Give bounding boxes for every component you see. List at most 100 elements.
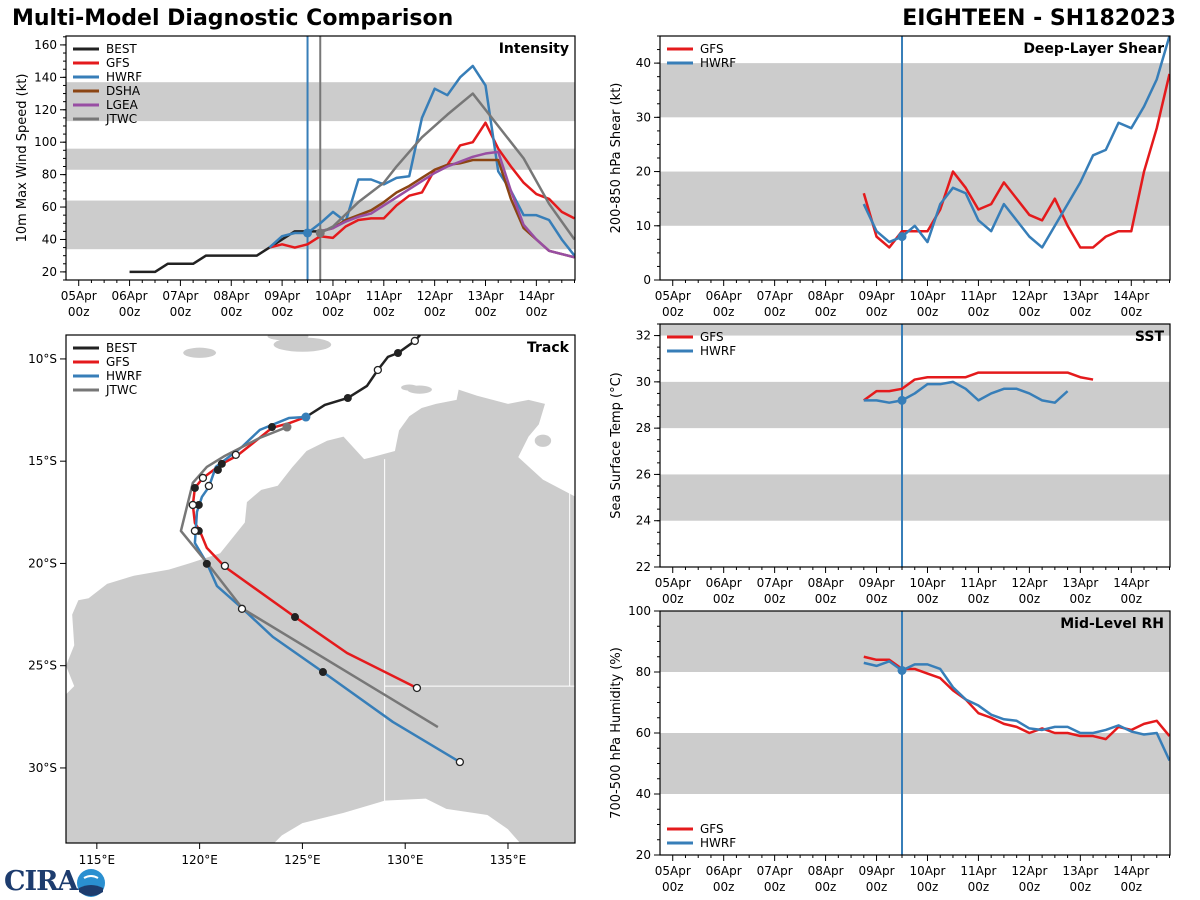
legend-label: HWRF	[106, 369, 142, 383]
y-tick-label: 80	[42, 168, 57, 182]
shaded-band	[660, 381, 1170, 429]
y-axis-label: 200-850 hPa Shear (kt)	[609, 83, 624, 234]
sst-panel: 05Apr 00z 06Apr 00z 07Apr 00z 08Apr 00z 09Apr 00z…	[609, 323, 1171, 606]
init-marker	[282, 422, 292, 432]
track-marker-00z	[202, 559, 211, 568]
x-tick-label-date: 09Apr	[859, 576, 895, 590]
x-tick-label-date: 12Apr	[1011, 289, 1047, 303]
y-tick-label: 40	[42, 232, 57, 246]
series-hwrf	[862, 36, 1170, 249]
x-tick-label-date: 08Apr	[213, 289, 249, 303]
track-marker-00z	[194, 500, 203, 509]
y-tick-label: 20	[42, 265, 57, 279]
legend-label: HWRF	[700, 344, 736, 358]
island	[183, 347, 217, 358]
x-tick-label-date: 11Apr	[960, 864, 996, 878]
plot-area	[660, 324, 1170, 567]
y-tick-label: 100	[34, 135, 57, 149]
legend-label: GFS	[700, 330, 724, 344]
plot-area	[660, 36, 1170, 280]
x-tick-label-hour: 00z	[713, 592, 735, 606]
lon-tick-label: 115°E	[79, 853, 116, 867]
x-tick-label-date: 07Apr	[757, 864, 793, 878]
y-tick-label: 26	[636, 467, 651, 481]
y-tick-label: 160	[34, 38, 57, 52]
panel-title: Intensity	[499, 41, 569, 57]
x-tick-label-hour: 00z	[713, 880, 735, 894]
x-tick-label-hour: 00z	[866, 880, 888, 894]
legend-label: HWRF	[106, 70, 142, 84]
storm-id: EIGHTEEN - SH182023	[902, 6, 1176, 31]
shaded-band	[660, 324, 1170, 336]
x-tick-label-date: 08Apr	[808, 289, 844, 303]
track-marker-12z	[190, 526, 200, 536]
x-tick-label-date: 06Apr	[706, 576, 742, 590]
island	[534, 434, 552, 447]
logo-text: CIRA	[4, 866, 79, 897]
series-hwrf	[863, 660, 1170, 761]
axes-frame	[659, 35, 1171, 281]
series-lgea	[319, 150, 575, 259]
y-axis-label: Sea Surface Temp (°C)	[609, 372, 624, 519]
x-tick-label-date: 11Apr	[960, 576, 996, 590]
x-tick-label-hour: 00z	[968, 305, 990, 319]
track-marker-12z	[220, 561, 230, 571]
x-tick-label-hour: 00z	[1120, 592, 1142, 606]
x-tick-label-hour: 00z	[1120, 880, 1142, 894]
legend-label: HWRF	[700, 836, 736, 850]
x-tick-label-date: 11Apr	[366, 289, 402, 303]
series-best	[129, 230, 321, 274]
x-tick-label-date: 10Apr	[315, 289, 351, 303]
x-tick-label-hour: 00z	[271, 305, 293, 319]
x-tick-label-date: 09Apr	[859, 289, 895, 303]
track-marker-12z	[237, 604, 247, 613]
y-tick-label: 60	[636, 726, 651, 740]
x-tick-label-date: 10Apr	[909, 289, 945, 303]
x-tick-label-hour: 00z	[1070, 880, 1092, 894]
track-marker-12z	[231, 450, 240, 459]
init-marker	[315, 228, 325, 238]
x-tick-label-hour: 00z	[662, 880, 684, 894]
x-tick-label-hour: 00z	[220, 305, 242, 319]
track-jtwc	[179, 425, 439, 729]
x-tick-label-date: 12Apr	[417, 289, 453, 303]
track-marker-00z	[394, 348, 403, 357]
y-tick-label: 20	[636, 848, 651, 862]
y-axis-label: 700-500 hPa Humidity (%)	[609, 647, 624, 819]
legend-label: GFS	[700, 42, 724, 56]
legend-label: GFS	[106, 56, 130, 70]
track-marker-00z	[318, 668, 327, 677]
x-tick-label-date: 09Apr	[859, 864, 895, 878]
track-marker-00z	[217, 459, 226, 468]
legend-label: GFS	[106, 355, 130, 369]
y-tick-label: 40	[636, 787, 651, 801]
legend-label: DSHA	[106, 84, 141, 98]
shaded-band	[660, 63, 1170, 118]
series-gfs	[862, 73, 1170, 249]
x-tick-label-date: 06Apr	[706, 864, 742, 878]
x-tick-label-date: 14Apr	[1113, 864, 1149, 878]
lon-tick-label: 125°E	[284, 853, 321, 867]
island	[273, 337, 332, 352]
x-tick-label-hour: 00z	[866, 305, 888, 319]
track-marker-00z	[343, 393, 352, 402]
globe-icon	[77, 869, 105, 897]
track-marker-12z	[410, 336, 420, 346]
page-title: Multi-Model Diagnostic Comparison	[12, 6, 454, 31]
plot-area	[66, 335, 575, 843]
lat-tick-label: 20°S	[28, 556, 57, 570]
shaded-band	[660, 474, 1170, 521]
x-tick-label-date: 13Apr	[1062, 576, 1098, 590]
series-jtwc	[319, 92, 575, 241]
lat-tick-label: 30°S	[28, 761, 57, 775]
legend-label: BEST	[106, 42, 137, 56]
x-tick-label-date: 13Apr	[1062, 864, 1098, 878]
x-tick-label-date: 11Apr	[960, 289, 996, 303]
x-tick-label-date: 08Apr	[808, 864, 844, 878]
island	[267, 335, 309, 341]
x-tick-label-date: 12Apr	[1011, 864, 1047, 878]
x-tick-label-date: 10Apr	[909, 576, 945, 590]
x-tick-label-hour: 00z	[373, 305, 395, 319]
x-tick-label-date: 07Apr	[757, 576, 793, 590]
